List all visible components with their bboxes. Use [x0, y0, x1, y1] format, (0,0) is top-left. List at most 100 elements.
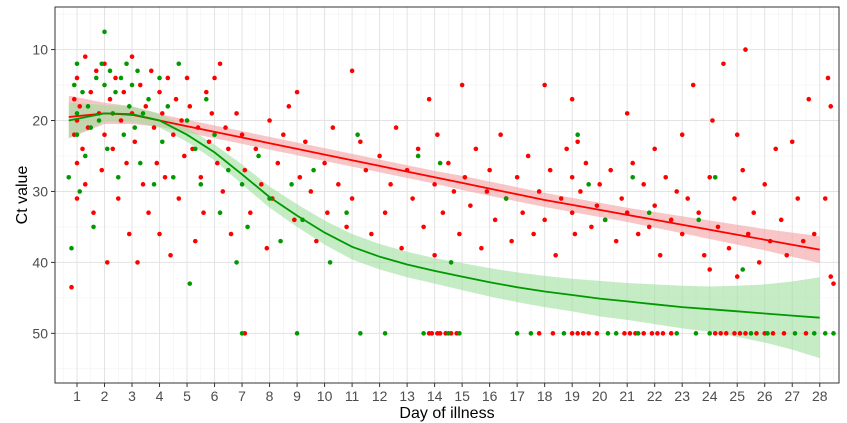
green-data-point — [102, 82, 107, 88]
red-data-point — [773, 146, 779, 152]
red-data-point — [303, 139, 308, 145]
red-data-point — [115, 196, 121, 201]
red-data-point — [712, 331, 718, 336]
red-data-point — [492, 217, 498, 223]
green-data-point — [831, 331, 836, 336]
red-data-point — [399, 245, 404, 251]
red-data-point — [135, 260, 140, 265]
green-data-point — [712, 174, 718, 180]
red-data-point — [679, 231, 685, 237]
red-data-point — [292, 217, 297, 223]
green-data-point — [74, 111, 80, 116]
red-data-point — [228, 231, 234, 237]
red-data-point — [627, 331, 633, 336]
green-data-point — [85, 104, 91, 109]
red-data-point — [756, 260, 762, 265]
green-data-point — [80, 89, 85, 95]
red-data-point — [451, 189, 457, 194]
green-data-point — [115, 174, 121, 180]
green-data-point — [77, 189, 83, 194]
red-data-point — [657, 253, 663, 258]
green-data-point — [118, 75, 124, 81]
red-data-point — [297, 174, 303, 180]
green-data-point — [69, 245, 74, 251]
red-data-point — [146, 210, 151, 216]
green-data-point — [239, 331, 245, 336]
red-data-point — [624, 111, 630, 116]
red-data-point — [113, 75, 118, 81]
red-data-point — [473, 146, 479, 152]
red-data-point — [264, 245, 270, 251]
red-data-point — [259, 182, 264, 187]
red-data-point — [69, 284, 74, 290]
green-data-point — [674, 331, 679, 336]
red-data-point — [619, 196, 624, 201]
red-data-point — [740, 167, 746, 173]
x-tick-label: 9 — [293, 388, 301, 404]
green-data-point — [146, 96, 151, 102]
x-tick-label: 19 — [564, 388, 580, 404]
y-tick-label: 40 — [32, 254, 48, 270]
red-data-point — [198, 174, 204, 180]
red-data-point — [363, 167, 369, 173]
red-data-point — [432, 182, 437, 187]
green-data-point — [140, 111, 146, 116]
x-tick-label: 11 — [345, 388, 360, 404]
green-data-point — [646, 210, 652, 216]
green-data-point — [327, 260, 333, 265]
y-tick-label: 30 — [32, 183, 48, 199]
red-data-point — [234, 111, 239, 116]
red-data-point — [459, 82, 465, 88]
red-data-point — [784, 253, 790, 258]
red-data-point — [525, 153, 531, 159]
red-data-point — [93, 68, 99, 74]
x-tick-label: 28 — [812, 388, 828, 404]
red-data-point — [192, 238, 198, 244]
green-data-point — [245, 224, 250, 230]
red-data-point — [572, 231, 578, 237]
red-data-point — [349, 68, 355, 74]
red-data-point — [330, 125, 336, 130]
green-data-point — [198, 182, 204, 187]
red-data-point — [743, 47, 748, 52]
x-tick-label: 14 — [427, 388, 443, 404]
red-data-point — [187, 104, 193, 109]
red-data-point — [294, 89, 300, 95]
red-data-point — [715, 224, 721, 230]
green-data-point — [135, 68, 140, 74]
x-axis-title: Day of illness — [399, 405, 494, 422]
red-data-point — [206, 139, 212, 145]
y-tick-label: 50 — [32, 325, 48, 341]
green-data-point — [605, 331, 611, 336]
red-data-point — [586, 331, 591, 336]
red-data-point — [803, 331, 809, 336]
green-data-point — [165, 104, 171, 109]
red-data-point — [778, 217, 784, 223]
green-data-point — [792, 331, 798, 336]
red-data-point — [668, 331, 674, 336]
x-tick-label: 27 — [784, 388, 800, 404]
red-data-point — [314, 238, 319, 244]
green-data-point — [358, 331, 363, 336]
red-data-point — [220, 189, 226, 194]
green-data-point — [132, 125, 138, 130]
green-data-point — [126, 104, 132, 109]
x-tick-label: 23 — [674, 388, 690, 404]
x-tick-label: 2 — [101, 388, 109, 404]
red-data-point — [635, 231, 641, 237]
green-data-point — [88, 125, 94, 130]
red-data-point — [652, 146, 657, 152]
x-tick-label: 17 — [509, 388, 525, 404]
red-data-point — [77, 104, 83, 109]
green-data-point — [748, 331, 754, 336]
green-data-point — [528, 331, 534, 336]
red-data-point — [822, 196, 828, 201]
red-data-point — [118, 118, 124, 123]
green-data-point — [503, 196, 509, 201]
red-data-point — [723, 331, 729, 336]
green-data-point — [602, 217, 608, 223]
red-data-point — [575, 331, 580, 336]
red-data-point — [286, 104, 292, 109]
y-tick-label: 20 — [32, 113, 48, 129]
